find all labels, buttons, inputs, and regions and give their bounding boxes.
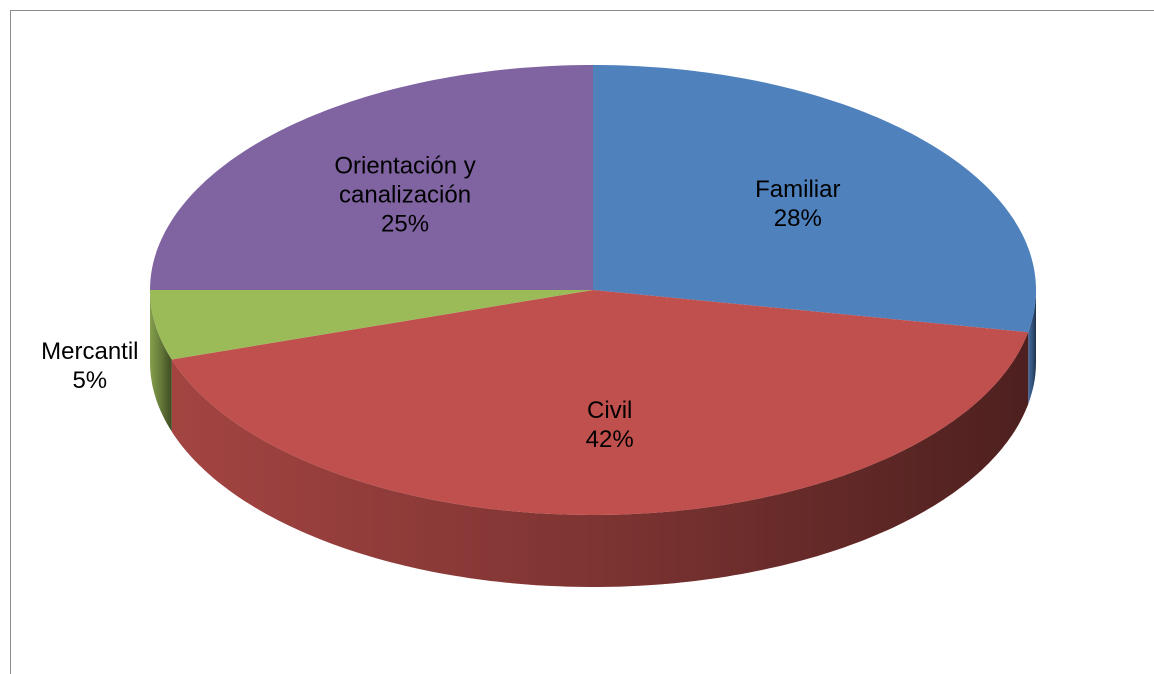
slice <box>593 65 1036 333</box>
slice <box>150 65 593 290</box>
label-category: Mercantil <box>41 338 139 366</box>
data-label: Civil 42% <box>586 396 634 454</box>
label-category: Orientación y canalización <box>334 152 476 209</box>
data-label: Orientación y canalización 25% <box>300 151 510 238</box>
label-value: 5% <box>72 367 108 395</box>
label-value: 25% <box>381 210 430 238</box>
data-label: Mercantil 5% <box>41 337 138 395</box>
label-value: 42% <box>585 425 634 453</box>
label-category: Civil <box>587 396 633 424</box>
slice-side-shade <box>1028 290 1036 405</box>
label-category: Familiar <box>755 175 841 203</box>
data-label: Familiar 28% <box>755 175 840 233</box>
slice-side-shade <box>150 290 172 432</box>
slice <box>150 290 593 360</box>
pie-sides <box>150 290 1036 587</box>
label-value: 28% <box>773 204 822 232</box>
pie-tops <box>150 65 1036 515</box>
slice-side-shade <box>171 332 1029 587</box>
slice <box>171 290 1029 515</box>
chart-border <box>10 10 1154 674</box>
